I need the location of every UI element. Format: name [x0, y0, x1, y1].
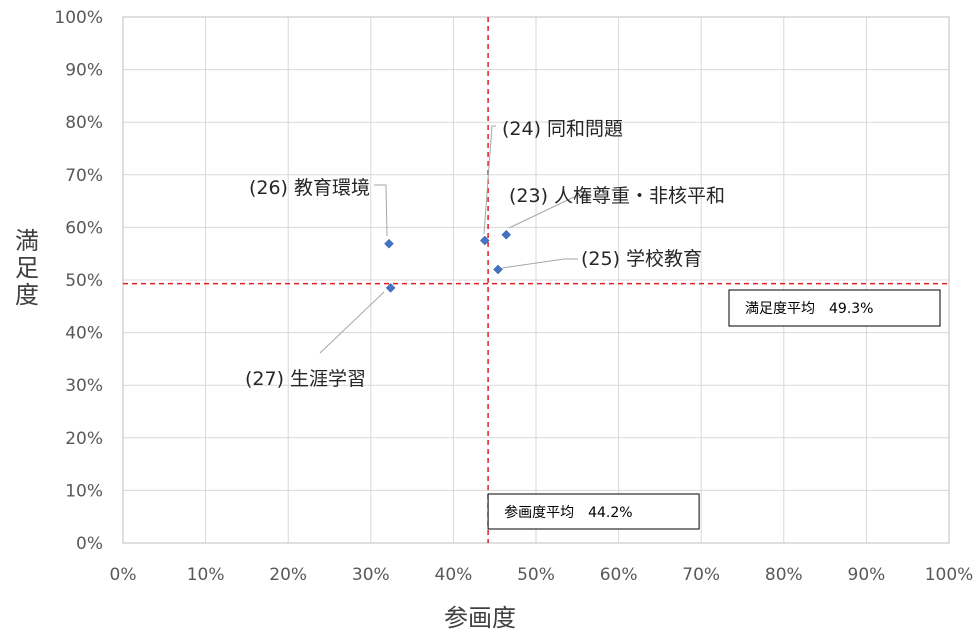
- y-tick-label: 80%: [65, 113, 103, 133]
- data-point-marker: [493, 264, 503, 275]
- data-point-marker: [479, 235, 490, 246]
- data-point-label: (27) 生涯学習: [245, 368, 366, 390]
- plot-area: [122, 16, 950, 544]
- x-tick-label: 50%: [517, 565, 555, 585]
- label-leader-lines: [319, 125, 592, 354]
- y-tick-label: 100%: [54, 8, 103, 28]
- x-average-label: 参画度平均 44.2%: [504, 504, 632, 521]
- y-tick-label: 10%: [65, 481, 103, 501]
- y-axis-title-char: 満: [15, 227, 39, 255]
- data-point-label: (23) 人権尊重・非核平和: [509, 185, 725, 207]
- y-tick-label: 0%: [76, 534, 103, 554]
- x-axis-title: 参画度: [444, 604, 516, 632]
- y-tick-label: 50%: [65, 271, 103, 291]
- x-tick-label: 100%: [925, 565, 974, 585]
- y-axis-title-char: 度: [15, 281, 39, 309]
- x-tick-label: 20%: [269, 565, 307, 585]
- x-average-label-box: [487, 493, 700, 530]
- x-tick-label: 30%: [352, 565, 390, 585]
- y-average-label: 満足度平均 49.3%: [745, 301, 873, 317]
- x-tick-label: 70%: [682, 565, 720, 585]
- x-tick-label: 90%: [848, 565, 886, 585]
- x-tick-label: 80%: [765, 565, 803, 585]
- reference-lines: [123, 17, 949, 543]
- leader-line: [501, 258, 578, 269]
- reference-labels: 参画度平均 44.2% 満足度平均 49.3%: [487, 289, 941, 530]
- point-labels: (23) 人権尊重・非核平和 (24) 同和問題 (25) 学校教育 (26) 教育環…: [245, 118, 725, 390]
- data-point-label: (24) 同和問題: [502, 118, 623, 140]
- data-point-label: (26) 教育環境: [249, 177, 370, 199]
- x-tick-labels: 0% 10% 20% 30% 40% 50% 60% 70% 80% 90% 100%: [110, 565, 974, 585]
- x-tick-label: 60%: [600, 565, 638, 585]
- x-tick-label: 10%: [187, 565, 225, 585]
- y-tick-label: 70%: [65, 166, 103, 186]
- x-tick-label: 40%: [435, 565, 473, 585]
- y-tick-label: 40%: [65, 324, 103, 344]
- data-point-marker: [501, 229, 512, 240]
- y-average-label-box: [728, 289, 941, 327]
- y-tick-label: 60%: [65, 218, 103, 238]
- y-tick-labels: 0% 10% 20% 30% 40% 50% 60% 70% 80% 90% 100%: [54, 8, 103, 554]
- y-tick-label: 30%: [65, 376, 103, 396]
- y-tick-label: 20%: [65, 429, 103, 449]
- data-point-label: (25) 学校教育: [581, 248, 702, 270]
- y-axis-title: 満足度: [15, 227, 39, 309]
- data-point-marker: [384, 238, 394, 249]
- grid-lines: [122, 16, 950, 544]
- x-tick-label: 0%: [110, 565, 137, 585]
- leader-line: [483, 125, 496, 235]
- data-point-marker: [385, 283, 396, 293]
- leader-line: [319, 291, 385, 354]
- y-tick-label: 90%: [65, 61, 103, 81]
- data-points: [384, 229, 512, 293]
- leader-line: [374, 184, 388, 237]
- y-axis-title-char: 足: [15, 254, 39, 282]
- leader-line: [508, 195, 592, 229]
